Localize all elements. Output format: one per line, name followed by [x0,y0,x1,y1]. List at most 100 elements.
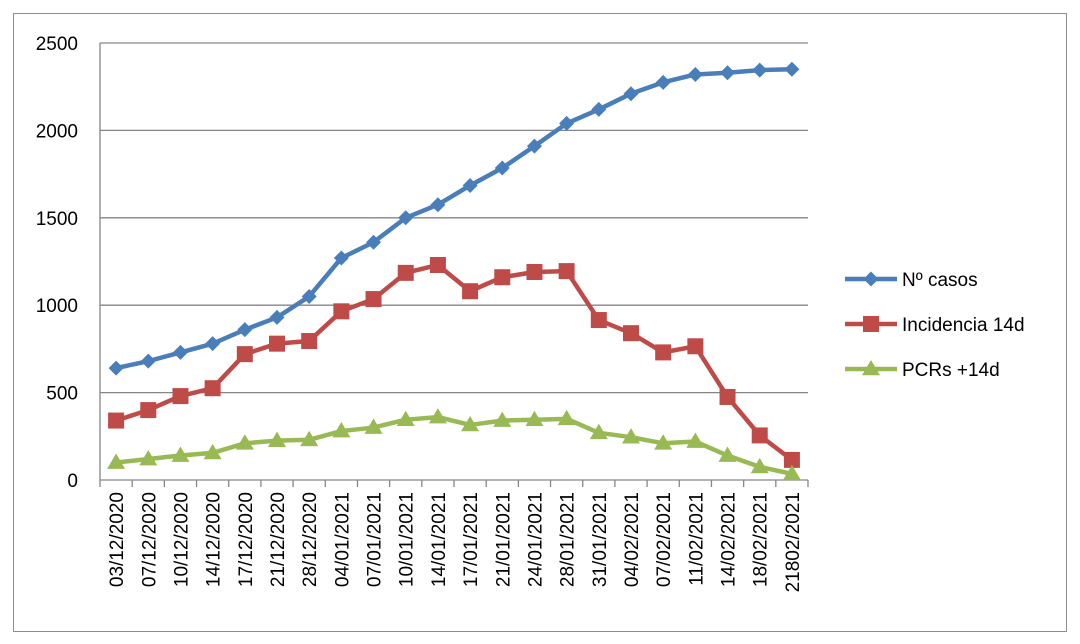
x-tick-label: 04/02/2021 [622,492,643,587]
data-point [365,291,382,308]
data-point [429,256,446,273]
data-point [525,410,544,426]
data-point [557,409,576,426]
data-point [589,423,608,440]
data-point [398,210,414,226]
legend-item-2: Incidencia 14d [845,315,1025,336]
series-line [115,66,792,371]
x-tick-label: 03/12/2020 [107,492,128,587]
x-tick-label: 07/01/2021 [365,492,386,587]
legend-marker [863,271,879,287]
data-point [494,160,510,176]
data-point [462,283,479,300]
data-point [559,115,575,131]
data-point [623,86,639,102]
data-point [140,402,157,419]
x-tick-label: 10/01/2021 [397,492,418,587]
x-tick-label: 24/01/2021 [525,492,546,587]
data-point [300,430,319,447]
data-point [235,434,254,450]
y-tick-label: 0 [67,471,78,492]
data-point [397,264,414,281]
data-point [752,62,768,78]
data-point [108,412,125,429]
data-point [783,451,800,468]
y-axis: 0 500 1000 1500 2000 2500 [36,34,101,492]
data-point [558,263,575,280]
data-point [269,309,285,325]
x-tick-label: 28/01/2021 [558,492,579,587]
data-point [782,464,801,481]
data-point [237,322,253,338]
y-tick-label: 500 [46,384,78,405]
x-tick-label: 18/02/2021 [751,492,772,587]
series-3 [107,408,801,481]
data-point [590,312,607,329]
data-point [396,410,415,426]
data-point [428,408,447,424]
legend-marker [862,360,880,376]
y-tick-label: 2500 [36,34,78,55]
x-tick-label: 07/12/2020 [139,492,160,587]
x-tick-label: 14/12/2020 [204,492,225,587]
data-point [366,234,382,250]
data-point [687,66,703,82]
data-point [236,346,253,363]
x-tick-label: 21802/2021 [783,492,804,592]
data-point [686,432,705,448]
data-point [205,336,221,352]
data-point [751,427,768,444]
legend-marker [863,316,879,332]
x-tick-label: 31/01/2021 [590,492,611,587]
x-tick-label: 17/12/2020 [236,492,257,587]
x-tick-label: 04/01/2021 [332,492,353,587]
x-tick-label: 17/01/2021 [461,492,482,587]
data-point [462,177,478,193]
data-point [172,388,189,405]
data-point [268,431,286,447]
data-point [203,443,222,460]
data-point [655,344,672,361]
x-tick-label: 28/12/2020 [300,492,321,587]
data-point [140,353,156,369]
data-point [139,450,158,466]
data-point [493,411,512,427]
data-point [301,333,318,350]
data-point [108,360,124,376]
data-point [461,415,480,432]
data-point [687,338,704,355]
x-axis: 03/12/2020 07/12/2020 10/12/2020 14/12/2020… [99,479,809,592]
y-tick-label: 1500 [36,209,78,230]
data-point [172,344,188,360]
data-point [332,422,351,438]
data-point [750,457,769,474]
data-point [269,335,285,352]
data-point [107,453,126,469]
data-point [494,269,511,286]
legend-label: Incidencia 14d [902,315,1025,336]
series-1 [108,61,800,376]
data-point [784,61,800,77]
data-point [719,388,736,405]
data-point [623,325,639,342]
data-point [720,65,736,81]
series-group [107,61,801,481]
y-tick-label: 2000 [36,121,78,142]
series-line [115,262,794,462]
data-point [171,446,190,462]
x-tick-label: 14/01/2021 [429,492,450,587]
legend-item-1: Nº casos [845,270,978,291]
x-tick-label: 11/02/2021 [686,492,707,586]
legend: Nº casos Incidencia 14d PCRs +14d [845,270,1025,381]
data-point [591,101,607,117]
data-point [526,263,543,280]
data-point [430,197,446,213]
series-line [115,414,793,477]
legend-item-3: PCRs +14d [845,360,1000,381]
y-tick-label: 1000 [36,296,78,317]
data-point [301,288,317,304]
data-point [364,418,383,434]
data-point [204,380,221,397]
data-point [526,138,542,154]
